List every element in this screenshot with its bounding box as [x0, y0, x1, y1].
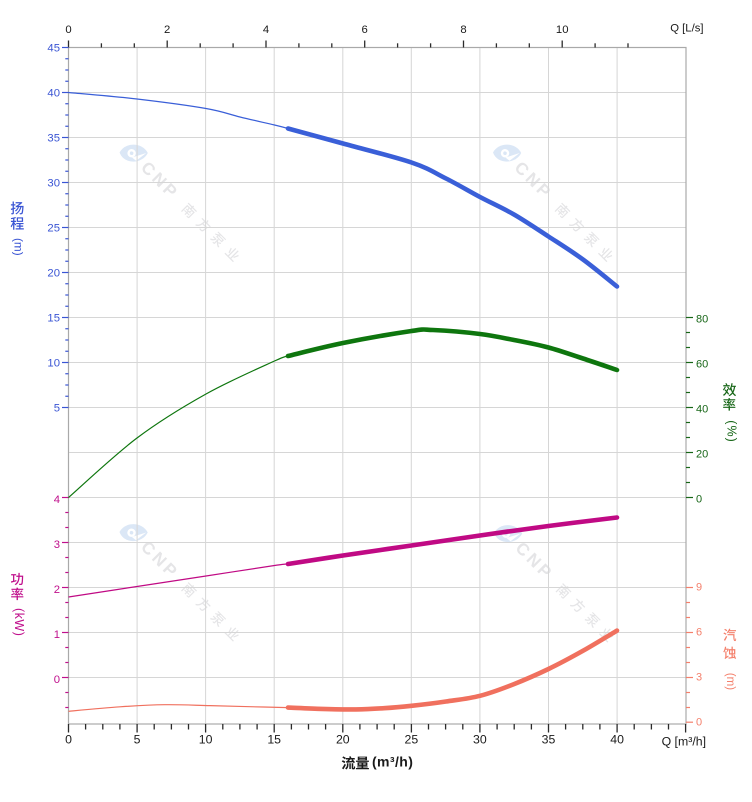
svg-text:9: 9	[696, 582, 702, 594]
svg-text:45: 45	[47, 43, 60, 55]
svg-text:Q [m³/h]: Q [m³/h]	[662, 735, 706, 749]
svg-text:35: 35	[47, 133, 60, 145]
svg-text:Q [L/s]: Q [L/s]	[670, 23, 703, 35]
svg-text:40: 40	[696, 403, 708, 415]
svg-text:10: 10	[199, 733, 213, 747]
svg-text:0: 0	[696, 493, 702, 505]
svg-text:80: 80	[696, 313, 708, 325]
svg-text:5: 5	[134, 733, 141, 747]
svg-text:(m³/h): (m³/h)	[372, 754, 413, 770]
svg-text:3: 3	[54, 539, 60, 551]
svg-text:40: 40	[610, 733, 624, 747]
svg-text:15: 15	[267, 733, 281, 747]
svg-text:30: 30	[473, 733, 487, 747]
svg-text:0: 0	[54, 674, 60, 686]
svg-text:6: 6	[696, 627, 702, 639]
svg-text:4: 4	[54, 494, 60, 506]
svg-text:30: 30	[47, 178, 60, 190]
svg-text:(m): (m)	[724, 673, 736, 690]
svg-text:3: 3	[696, 672, 702, 684]
svg-text:(kW): (kW)	[12, 608, 26, 636]
svg-text:10: 10	[47, 358, 60, 370]
svg-text:60: 60	[696, 358, 708, 370]
svg-text:2: 2	[54, 584, 60, 596]
svg-text:25: 25	[405, 733, 419, 747]
svg-text:20: 20	[336, 733, 350, 747]
svg-text:0: 0	[696, 716, 702, 728]
svg-text:6: 6	[362, 24, 368, 36]
svg-text:(%): (%)	[724, 420, 738, 442]
svg-text:10: 10	[556, 24, 569, 36]
svg-text:8: 8	[460, 24, 466, 36]
svg-text:0: 0	[65, 24, 71, 36]
svg-text:20: 20	[47, 268, 60, 280]
svg-text:1: 1	[54, 629, 60, 641]
svg-text:5: 5	[54, 403, 60, 415]
svg-text:35: 35	[542, 733, 556, 747]
svg-text:(m): (m)	[12, 238, 26, 256]
svg-text:20: 20	[696, 448, 708, 460]
svg-text:40: 40	[47, 88, 60, 100]
svg-text:4: 4	[263, 24, 269, 36]
svg-text:0: 0	[65, 733, 72, 747]
svg-text:25: 25	[47, 223, 60, 235]
svg-text:15: 15	[47, 313, 60, 325]
svg-text:2: 2	[164, 24, 170, 36]
